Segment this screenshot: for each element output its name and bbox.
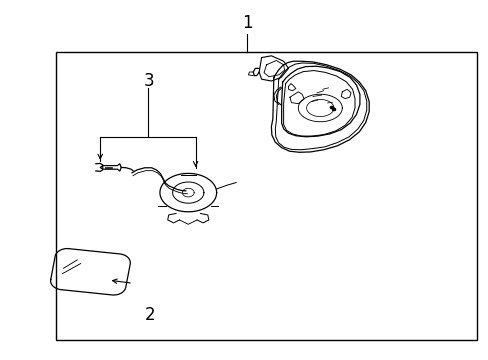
Text: 1: 1 (241, 14, 252, 32)
Text: 3: 3 (143, 72, 154, 90)
Text: 2: 2 (144, 306, 155, 324)
Bar (56, 52, 476, 340)
